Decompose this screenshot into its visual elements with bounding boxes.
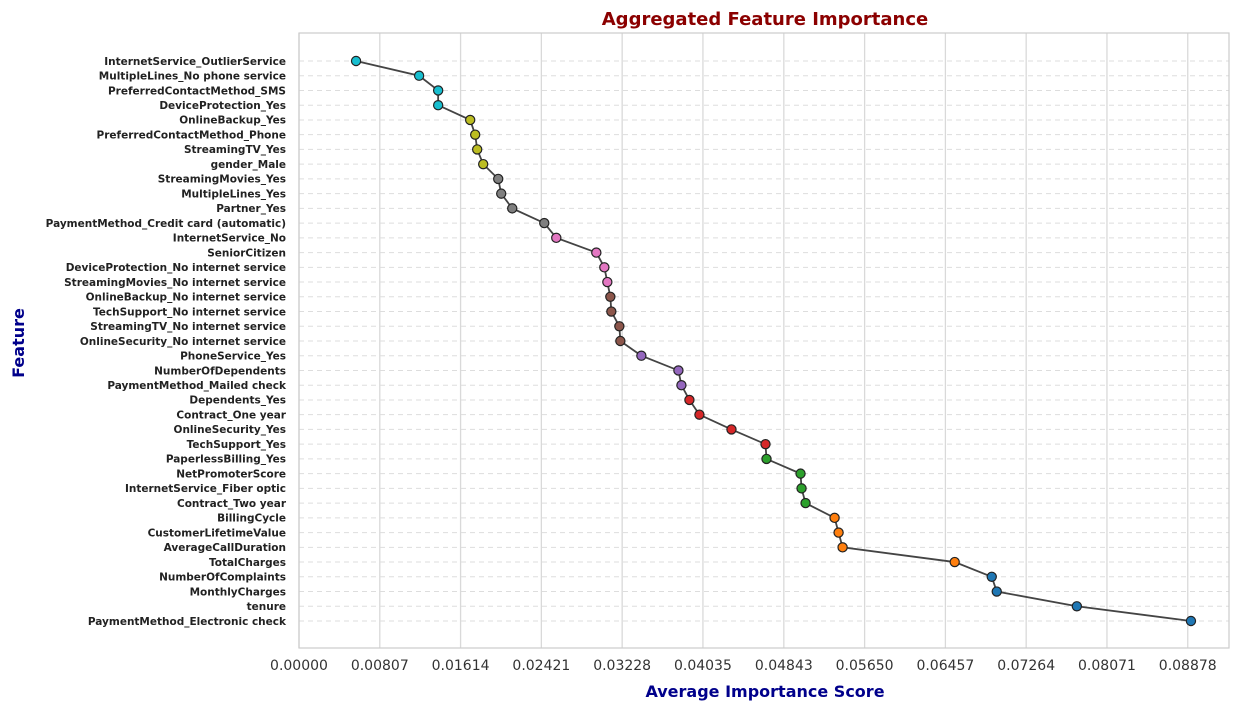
y-tick-label: Contract_One year: [176, 409, 286, 421]
y-tick-label: OnlineSecurity_Yes: [174, 424, 286, 436]
data-point: [761, 453, 772, 465]
data-point: [493, 173, 504, 185]
x-tick-label: 0.04843: [755, 658, 813, 674]
y-tick-label: InternetService_Fiber optic: [125, 483, 286, 495]
x-tick-label: 0.01614: [432, 658, 490, 674]
y-tick-label: InternetService_OutlierService: [104, 56, 286, 68]
y-tick-label: PhoneService_Yes: [180, 351, 286, 363]
y-tick-label: StreamingTV_Yes: [184, 144, 286, 156]
data-point: [432, 100, 444, 111]
data-point: [477, 158, 489, 170]
data-point: [795, 468, 806, 479]
y-tick-label: TotalCharges: [209, 557, 286, 569]
y-tick-label: OnlineSecurity_No internet service: [80, 336, 286, 348]
data-point: [599, 262, 610, 273]
data-point: [551, 232, 562, 244]
y-tick-label: StreamingMovies_No internet service: [64, 277, 286, 289]
y-tick-label: NumberOfComplaints: [159, 572, 286, 584]
data-point: [469, 129, 481, 140]
y-tick-label: DeviceProtection_Yes: [159, 100, 286, 112]
data-point: [991, 586, 1002, 597]
y-tick-label: PaymentMethod_Mailed check: [107, 380, 287, 392]
data-point: [614, 321, 625, 332]
x-tick-label: 0.05650: [836, 658, 894, 674]
y-tick-label: PreferredContactMethod_Phone: [97, 129, 286, 141]
x-tick-labels: 0.00000 0.00807 0.01614 0.02421 0.03228 0.040…: [270, 658, 1217, 674]
y-tick-label: SeniorCitizen: [207, 247, 286, 259]
data-point: [684, 394, 695, 406]
data-point: [606, 306, 617, 317]
y-tick-label: CustomerLifetimeValue: [148, 527, 286, 539]
data-point: [673, 365, 684, 376]
y-tick-label: PaymentMethod_Credit card (automatic): [46, 218, 286, 230]
data-point: [676, 380, 687, 391]
x-axis-label: Average Importance Score: [645, 682, 884, 701]
data-point: [694, 409, 705, 420]
chart-title: Aggregated Feature Importance: [602, 9, 929, 30]
data-point: [615, 335, 626, 347]
data-point: [471, 144, 483, 155]
data-point: [986, 571, 997, 582]
y-tick-label: StreamingTV_No internet service: [90, 321, 286, 333]
y-tick-label: TechSupport_No internet service: [93, 306, 286, 318]
data-point: [837, 542, 848, 553]
x-tick-label: 0.00807: [351, 658, 409, 674]
y-tick-label: NetPromoterScore: [176, 468, 286, 480]
data-point: [949, 556, 960, 568]
data-point: [432, 85, 444, 96]
data-point: [350, 55, 362, 67]
data-point: [496, 188, 507, 199]
x-tick-label: 0.03228: [593, 658, 651, 674]
y-tick-label: OnlineBackup_Yes: [179, 115, 286, 127]
x-tick-label: 0.08878: [1159, 658, 1217, 674]
y-tick-label: tenure: [247, 601, 286, 613]
x-tick-label: 0.00000: [270, 658, 328, 674]
data-point: [539, 217, 550, 229]
y-tick-label: PaymentMethod_Electronic check: [88, 616, 287, 628]
data-point: [796, 483, 807, 494]
data-point: [591, 247, 602, 258]
y-tick-label: PaperlessBilling_Yes: [166, 454, 286, 466]
y-tick-label: AverageCallDuration: [164, 542, 286, 554]
grid-lines: [298, 33, 1229, 648]
plot-frame: [298, 32, 1230, 649]
y-tick-label: InternetService_No: [173, 233, 286, 245]
y-tick-labels: InternetService_OutlierService MultipleLi…: [46, 56, 287, 628]
y-tick-label: MonthlyCharges: [190, 586, 286, 598]
x-tick-label: 0.04035: [674, 658, 732, 674]
x-tick-label: 0.08071: [1078, 658, 1136, 674]
data-point: [800, 497, 811, 509]
y-tick-label: TechSupport_Yes: [187, 439, 286, 451]
y-tick-label: DeviceProtection_No internet service: [66, 262, 286, 274]
y-tick-label: MultipleLines_Yes: [181, 188, 286, 200]
y-tick-label: MultipleLines_No phone service: [99, 71, 286, 83]
y-axis-label: Feature: [9, 308, 28, 378]
x-tick-label: 0.02421: [512, 658, 570, 674]
y-tick-label: gender_Male: [211, 159, 286, 171]
data-point: [464, 114, 476, 126]
y-tick-label: NumberOfDependents: [154, 365, 286, 377]
y-tick-label: Dependents_Yes: [189, 395, 286, 407]
data-point: [636, 350, 647, 361]
y-tick-label: StreamingMovies_Yes: [158, 174, 286, 186]
x-tick-label: 0.06457: [916, 658, 974, 674]
y-tick-label: PreferredContactMethod_SMS: [108, 85, 286, 97]
x-tick-label: 0.07264: [997, 658, 1055, 674]
data-point: [833, 527, 844, 538]
data-point: [726, 424, 737, 435]
y-tick-label: BillingCycle: [217, 513, 286, 525]
data-point: [602, 276, 613, 288]
data-points: [350, 55, 1197, 627]
data-point: [605, 291, 616, 302]
data-point: [507, 203, 518, 214]
y-tick-label: Partner_Yes: [216, 203, 286, 215]
data-point: [413, 70, 425, 81]
data-point: [1185, 615, 1197, 627]
data-point: [1071, 601, 1083, 612]
y-tick-label: Contract_Two year: [177, 498, 287, 510]
data-point: [829, 512, 840, 524]
data-point: [760, 438, 771, 450]
y-tick-label: OnlineBackup_No internet service: [86, 292, 286, 304]
